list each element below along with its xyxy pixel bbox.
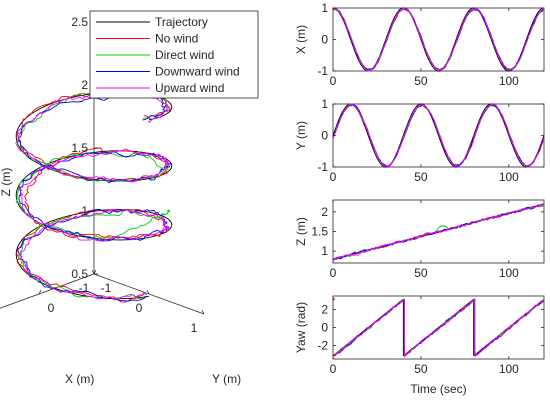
legend-entry-0: Trajectory bbox=[155, 15, 208, 29]
y-tick-3d-1: 0 bbox=[48, 301, 55, 315]
y-axis-label-yaw: Yaw (rad) bbox=[294, 302, 308, 353]
y-tick-x-1: 0 bbox=[321, 33, 328, 47]
x-tick-y-2: 100 bbox=[499, 170, 519, 184]
y-tick-z-1: 1.5 bbox=[311, 225, 328, 239]
z-tick-3d-3: 2 bbox=[81, 78, 88, 92]
no-wind-3d bbox=[15, 91, 172, 303]
y-tick-yaw-2: 2 bbox=[321, 303, 328, 317]
x-tick-z-1: 50 bbox=[414, 266, 428, 280]
x-tick-x-0: 0 bbox=[330, 74, 337, 88]
y-tick-x-2: 1 bbox=[321, 1, 328, 15]
y-tick-z-0: 1 bbox=[321, 244, 328, 258]
series-lines-3d bbox=[15, 90, 173, 303]
z-tick-3d-2: 1.5 bbox=[71, 141, 88, 155]
plot-area-x bbox=[332, 7, 545, 72]
x-axis-label-yaw: Time (sec) bbox=[410, 382, 466, 396]
y-tick-x-0: -1 bbox=[317, 64, 328, 78]
y-axis-label-3d: Y (m) bbox=[212, 372, 241, 386]
legend-entry-1: No wind bbox=[155, 32, 198, 46]
y-axis-label-x: X (m) bbox=[294, 25, 308, 54]
y-tick-yaw-0: -2 bbox=[317, 339, 328, 353]
trajectory-y bbox=[332, 103, 545, 168]
upward-wind-3d bbox=[16, 92, 171, 301]
y-tick-yaw-1: 0 bbox=[321, 321, 328, 335]
legend-entry-4: Upward wind bbox=[155, 81, 224, 95]
y-tick-3d-0: -1 bbox=[101, 281, 112, 295]
x-tick-yaw-2: 100 bbox=[499, 362, 519, 376]
direct-wind-3d bbox=[15, 90, 171, 300]
x-tick-y-1: 50 bbox=[414, 170, 428, 184]
x-tick-z-2: 100 bbox=[499, 266, 519, 280]
upward-wind-z bbox=[332, 203, 545, 260]
z-tick-3d-0: 0.5 bbox=[71, 267, 88, 281]
legend-entry-3: Downward wind bbox=[155, 65, 240, 79]
x-tick-x-2: 100 bbox=[499, 74, 519, 88]
x-tick-yaw-0: 0 bbox=[330, 362, 337, 376]
helix-3d-plot: 0.511.522.5-101-101 X (m) Y (m) Z (m) bbox=[0, 15, 241, 386]
upward-wind-yaw bbox=[333, 298, 545, 358]
y-tick-y-0: -1 bbox=[317, 160, 328, 174]
x-tick-z-0: 0 bbox=[330, 266, 337, 280]
legend: Trajectory No wind Direct wind Downward win… bbox=[89, 10, 259, 99]
upward-wind-y bbox=[332, 103, 545, 168]
x-tick-y-0: 0 bbox=[330, 170, 337, 184]
y-tick-z-2: 2 bbox=[321, 205, 328, 219]
x-tick-3d-0: -1 bbox=[79, 281, 90, 295]
y-tick-y-2: 1 bbox=[321, 97, 328, 111]
x-tick-x-1: 50 bbox=[414, 74, 428, 88]
x-tick-3d-2: 1 bbox=[191, 321, 198, 335]
z-tick-3d-4: 2.5 bbox=[71, 15, 88, 29]
x-axis-label-3d: X (m) bbox=[65, 372, 94, 386]
y-axis-label-z: Z (m) bbox=[294, 217, 308, 246]
x-tick-3d-1: 0 bbox=[136, 301, 143, 315]
downward-wind-3d bbox=[17, 92, 172, 302]
x-tick-yaw-1: 50 bbox=[414, 362, 428, 376]
y-axis-label-y: Y (m) bbox=[294, 121, 308, 150]
tick-labels-3d: 0.511.522.5-101-101 bbox=[38, 15, 205, 335]
legend-entry-2: Direct wind bbox=[155, 48, 214, 62]
z-axis-label-3d: Z (m) bbox=[0, 168, 13, 197]
subplot-z: 1 1.5 2 0 50 100 Z (m) bbox=[294, 199, 545, 280]
z-tick-3d-1: 1 bbox=[81, 204, 88, 218]
y-tick-y-1: 0 bbox=[321, 129, 328, 143]
